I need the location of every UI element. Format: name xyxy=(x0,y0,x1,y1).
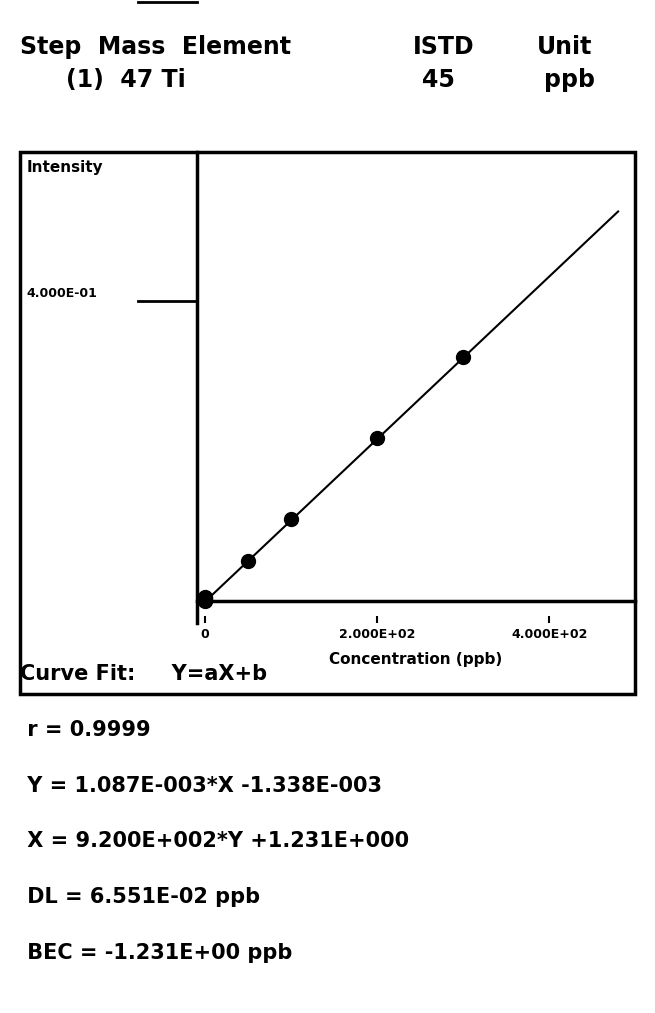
Text: Unit: Unit xyxy=(537,35,593,60)
Text: ISTD: ISTD xyxy=(413,35,474,60)
Text: BEC = -1.231E+00 ppb: BEC = -1.231E+00 ppb xyxy=(20,943,292,963)
Text: (1)  47 Ti: (1) 47 Ti xyxy=(66,68,185,92)
Text: Y = 1.087E-003*X -1.338E-003: Y = 1.087E-003*X -1.338E-003 xyxy=(20,776,382,795)
Text: r = 0.9999: r = 0.9999 xyxy=(20,720,150,739)
Text: 4.000E-01: 4.000E-01 xyxy=(26,287,97,300)
Point xyxy=(286,512,297,528)
Text: Curve Fit:     Y=aX+b: Curve Fit: Y=aX+b xyxy=(20,665,267,684)
Point xyxy=(200,593,210,609)
Point xyxy=(200,589,210,605)
Point xyxy=(372,430,383,446)
Point xyxy=(200,591,210,607)
Point xyxy=(200,592,210,608)
X-axis label: Concentration (ppb): Concentration (ppb) xyxy=(329,652,502,667)
Text: Step  Mass  Element: Step Mass Element xyxy=(20,35,291,60)
Text: DL = 6.551E-02 ppb: DL = 6.551E-02 ppb xyxy=(20,887,260,907)
Point xyxy=(243,553,253,569)
Point xyxy=(458,348,468,365)
Text: X = 9.200E+002*Y +1.231E+000: X = 9.200E+002*Y +1.231E+000 xyxy=(20,832,409,851)
Text: ppb: ppb xyxy=(544,68,595,92)
Text: 45: 45 xyxy=(422,68,455,92)
Point xyxy=(200,591,210,607)
Text: Intensity: Intensity xyxy=(26,160,103,175)
